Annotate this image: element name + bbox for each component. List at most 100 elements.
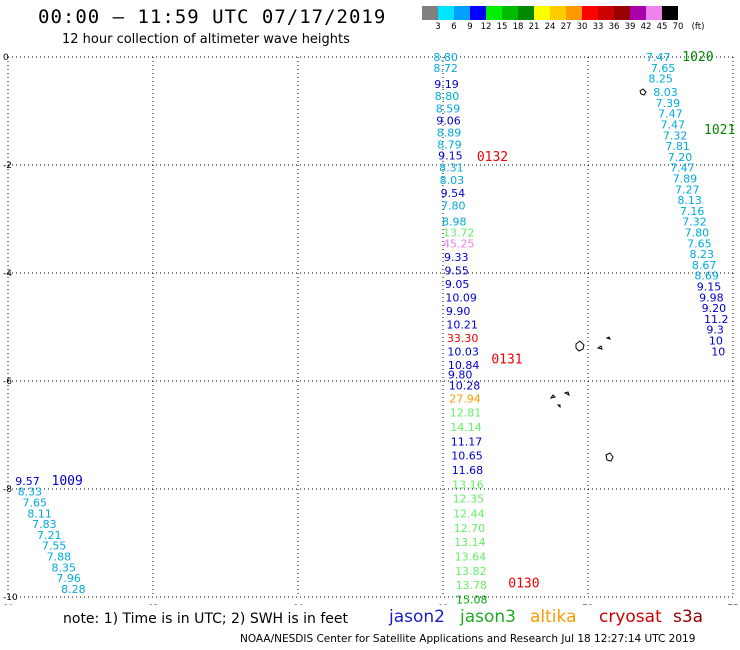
colorbar-swatch xyxy=(550,6,566,20)
wave-height-value: 14.14 xyxy=(450,421,482,434)
wave-height-value: 9.57 xyxy=(15,475,40,488)
wave-height-value: 7.88 xyxy=(47,551,72,564)
colorbar-swatch xyxy=(662,6,678,20)
wave-height-value: 33.30 xyxy=(447,332,479,345)
wave-height-value: 7.65 xyxy=(23,497,48,510)
wave-height-value: 7.81 xyxy=(665,140,690,153)
page-title: 00:00 – 11:59 UTC 07/17/2019 xyxy=(38,6,387,28)
x-tick-label: 63 xyxy=(147,604,158,605)
colorbar-label: 70 xyxy=(672,22,684,32)
x-tick-label: 75 xyxy=(727,604,738,605)
wave-height-value: 13.82 xyxy=(455,565,487,578)
colorbar-label: 15 xyxy=(496,22,508,32)
pass-time-label: 0131 xyxy=(491,352,522,367)
wave-height-value: 8.13 xyxy=(677,194,702,207)
colorbar-swatch xyxy=(566,6,582,20)
y-tick-label: -6 xyxy=(3,377,12,387)
wave-height-value: 13.72 xyxy=(443,227,475,240)
wave-height-value: 12.81 xyxy=(450,406,482,419)
wave-height-value: 7.47 xyxy=(646,51,671,64)
pass-time-label: 1020 xyxy=(682,50,713,65)
wave-height-value: 7.65 xyxy=(687,237,712,250)
wave-height-value: 8.79 xyxy=(437,138,462,151)
wave-height-value: 8.03 xyxy=(653,86,678,99)
x-tick-label: 66 xyxy=(292,604,304,605)
wave-height-value: 8.89 xyxy=(437,127,462,140)
colorbar-swatch xyxy=(438,6,454,20)
island-3 xyxy=(596,345,603,350)
wave-height-value: 9.80 xyxy=(448,369,473,382)
wave-height-value: 8.59 xyxy=(436,102,461,115)
colorbar-swatch xyxy=(630,6,646,20)
wave-height-value: 9.20 xyxy=(702,302,727,315)
wave-height-value: 9.05 xyxy=(445,278,470,291)
colorbar-label: 33 xyxy=(592,22,604,32)
colorbar-swatch xyxy=(518,6,534,20)
wave-height-value: 45.25 xyxy=(443,237,475,250)
y-tick-label: -4 xyxy=(3,269,12,279)
wave-height-value: 11.17 xyxy=(451,435,483,448)
island-5 xyxy=(549,394,556,399)
wave-height-value: 9.54 xyxy=(441,187,466,200)
coastline xyxy=(549,88,647,462)
wave-height-value: 8.35 xyxy=(52,561,77,574)
page-subtitle: 12 hour collection of altimeter wave hei… xyxy=(62,32,350,47)
colorbar-label: 45 xyxy=(656,22,668,32)
wave-height-value: 7.27 xyxy=(675,183,700,196)
wave-height-value: 27.94 xyxy=(449,392,481,405)
colorbar-swatch xyxy=(534,6,550,20)
y-tick-label: -2 xyxy=(3,161,12,171)
legend-altika: altika xyxy=(530,607,577,627)
island-2 xyxy=(575,340,585,352)
island-4 xyxy=(605,336,611,340)
wave-height-value: 7.20 xyxy=(668,151,693,164)
colorbar-swatch xyxy=(646,6,662,20)
colorbar-label: 9 xyxy=(467,22,473,32)
wave-height-value: 9.06 xyxy=(436,115,461,128)
altimeter-tracks: 9.578.337.658.117.837.217.557.888.357.96… xyxy=(15,51,728,605)
wave-height-value: 10.84 xyxy=(448,359,480,372)
wave-height-value: 10.09 xyxy=(445,291,477,304)
colorbar-label: 12 xyxy=(480,22,492,32)
credit-line: NOAA/NESDIS Center for Satellite Applica… xyxy=(240,633,696,645)
pass-time-label: 1009 xyxy=(52,474,83,489)
wave-height-value: 10.21 xyxy=(446,318,478,331)
wave-height-value: 7.80 xyxy=(441,200,466,213)
x-tick-label: 69 xyxy=(437,604,449,605)
wave-height-value: 8.31 xyxy=(439,162,464,175)
colorbar-swatch xyxy=(470,6,486,20)
pass-labels: 1009013201310130012910201021 xyxy=(52,50,736,592)
colorbar-swatch xyxy=(614,6,630,20)
island-7 xyxy=(563,391,570,396)
wave-height-value: 8.72 xyxy=(433,62,458,75)
wave-height-value: 7.83 xyxy=(32,518,57,531)
colorbar-swatch xyxy=(598,6,614,20)
wave-height-value: 8.11 xyxy=(27,507,52,520)
legend-s3a: s3a xyxy=(673,607,704,627)
colorbar-labels: 3 6 9 12 15 18 21 24 27 30 33 36 39 42 45 70 (ft) xyxy=(422,22,740,34)
wave-height-value: 9.33 xyxy=(444,251,469,264)
wave-height-value: 8.80 xyxy=(433,51,458,64)
map-grid xyxy=(7,56,734,598)
units-note: note: 1) Time is in UTC; 2) SWH is in fe… xyxy=(63,611,349,627)
wave-height-value: 15.08 xyxy=(456,594,488,605)
wave-height-value: 13.78 xyxy=(456,579,488,592)
island-6 xyxy=(556,404,561,409)
y-tick-label: -8 xyxy=(3,485,12,495)
wave-height-value: 7.80 xyxy=(685,227,710,240)
wave-height-value: 7.47 xyxy=(670,162,695,175)
colorbar-swatch xyxy=(502,6,518,20)
wave-height-value: 7.89 xyxy=(673,173,698,186)
y-tick-label: 0 xyxy=(3,53,9,63)
colorbar-label: 21 xyxy=(528,22,540,32)
y-tick-label: -10 xyxy=(3,593,18,603)
wave-height-value: 9.15 xyxy=(697,281,722,294)
colorbar-label: 6 xyxy=(451,22,457,32)
island-8 xyxy=(605,452,614,462)
wave-height-value: 7.47 xyxy=(658,108,683,121)
colorbar-label: 30 xyxy=(576,22,588,32)
wave-height-value: 9.90 xyxy=(446,305,471,318)
colorbar-label: 36 xyxy=(608,22,620,32)
wave-height-value: 10.03 xyxy=(447,345,479,358)
legend-jason3: jason3 xyxy=(460,607,516,627)
